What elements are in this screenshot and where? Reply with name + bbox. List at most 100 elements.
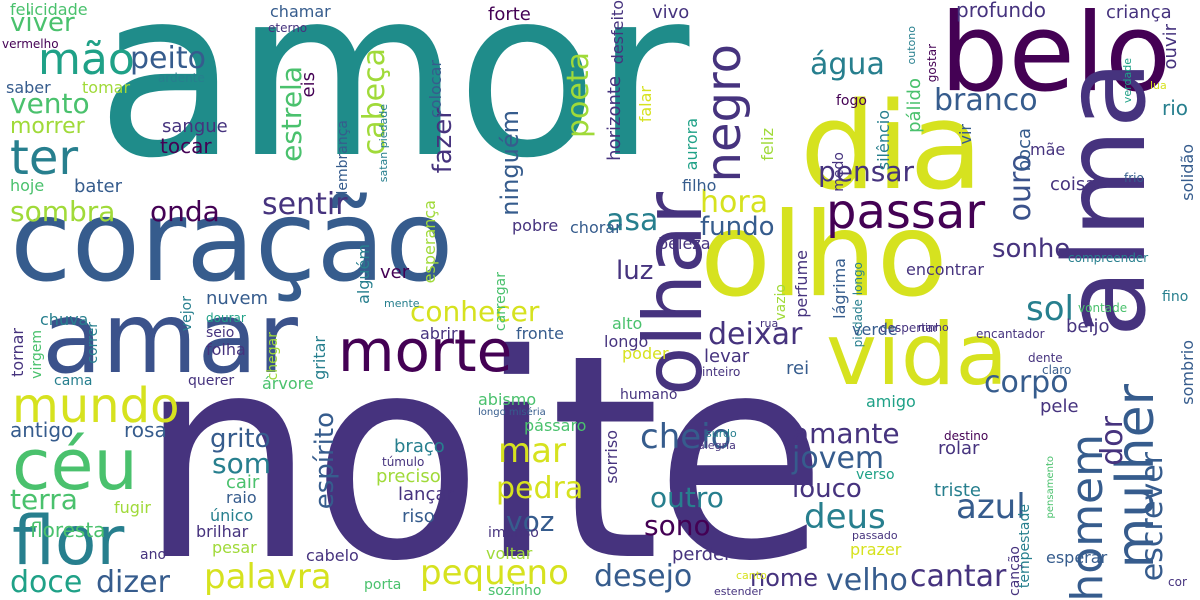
word-carregar: carregar [493, 272, 509, 332]
word-cheio: cheio [640, 417, 732, 457]
word-deixar: deixar [708, 317, 803, 352]
word-mente: mente [384, 297, 420, 310]
word-ter: ter [10, 130, 79, 186]
word-rolar: rolar [938, 438, 980, 459]
word-nome-bottom: nome [750, 564, 819, 592]
word-onda: onda [150, 195, 220, 228]
word-pensamento: pensamento [1045, 456, 1056, 519]
word-ver: ver [380, 262, 410, 283]
word-verdade: verdade [1121, 58, 1134, 104]
word-beleza: beleza [658, 234, 711, 253]
word-esperanca: esperança [420, 200, 439, 284]
word-humano: humano [620, 387, 678, 403]
word-profundo: profundo [956, 0, 1047, 22]
word-vermelho: vermelho [2, 37, 59, 51]
word-desfeito: desfeito [608, 0, 627, 65]
word-chorar: chorar [570, 218, 622, 237]
word-falar: falar [636, 86, 655, 123]
word-chamar: chamar [270, 2, 331, 21]
word-pedra: pedra [496, 471, 584, 506]
word-sentir: sentir [262, 187, 348, 222]
word-chuva: chuva [40, 310, 89, 329]
word-sono: sono [644, 509, 711, 542]
word-asa: asa [606, 203, 659, 238]
word-sonho: sonho [992, 234, 1071, 264]
word-vazio: vazio [773, 284, 789, 321]
word-fronte: fronte [516, 324, 564, 343]
word-hoje: hoje [10, 176, 45, 195]
word-lua: lua [1150, 79, 1167, 92]
word-flor: flor [12, 502, 125, 581]
word-sombrio: sombrio [1178, 340, 1197, 405]
word-palavra: palavra [204, 557, 332, 597]
word-tocar: tocar [160, 134, 212, 158]
word-eis: eis [298, 72, 319, 98]
word-rei: rei [786, 358, 810, 379]
word-escrever: escrever [1135, 452, 1170, 582]
word-abrir: abrir [420, 324, 458, 343]
word-lagrima: lágrima [830, 258, 849, 319]
word-ninho: ninho [918, 321, 949, 334]
word-luz: luz [616, 256, 654, 286]
word-passado: passado [852, 529, 898, 542]
word-sangue: sangue [162, 116, 228, 137]
word-encantador: encantador [976, 327, 1045, 341]
word-imenso: imenso [488, 525, 539, 541]
word-brilhar: brilhar [196, 522, 249, 541]
word-virgem: virgem [29, 330, 45, 379]
word-tumulo: túmulo [382, 455, 425, 469]
word-som: som [212, 447, 271, 480]
word-agua: água [810, 47, 885, 82]
word-poder: poder [622, 344, 669, 363]
word-solidao: solidão [1178, 144, 1197, 201]
word-ceu: céu [12, 424, 138, 506]
word-raio: raio [226, 488, 257, 507]
word-peito: peito [130, 41, 206, 76]
word-noite: noite [138, 294, 828, 600]
word-filho: filho [682, 176, 717, 195]
word-riso: riso [402, 506, 435, 527]
word-mundo: mundo [12, 378, 180, 434]
word-mar: mar [498, 431, 566, 471]
word-nuvem: nuvem [206, 288, 269, 309]
word-claro: claro [1042, 363, 1072, 377]
word-vejor: vejor [179, 296, 195, 332]
word-horizonte: horizonte [604, 76, 625, 161]
word-dia: dia [800, 78, 984, 217]
word-colocar: colocar [426, 60, 445, 118]
word-gritar: gritar [310, 336, 329, 380]
word-azul: azul [956, 487, 1026, 527]
word-pele: pele [1040, 396, 1079, 417]
word-jovem: jovem [792, 441, 885, 476]
word-pobre: pobre [512, 216, 559, 235]
word-mae: mãe [1030, 140, 1066, 159]
word-cancao: canção [1007, 546, 1023, 596]
word-cor: cor [1168, 575, 1187, 589]
word-pequeno: pequeno [420, 553, 569, 593]
word-passaro: pássaro [524, 416, 587, 435]
word-porta: porta [364, 577, 402, 593]
word-despertar: despertar [880, 321, 939, 335]
word-sorriso: sorriso [602, 430, 621, 484]
word-compreender: compreender [1068, 251, 1149, 265]
word-outono: outono [905, 26, 918, 65]
word-outro: outro [650, 481, 724, 514]
word-rio: rio [1162, 96, 1189, 120]
word-esperar: esperar [1046, 548, 1108, 567]
word-desejo: desejo [594, 559, 693, 594]
word-olho: olho [700, 188, 948, 323]
word-hora: hora [700, 185, 769, 220]
word-aurora: aurora [682, 118, 701, 171]
word-negro: negro [696, 44, 752, 183]
word-frio: frio [1124, 171, 1144, 185]
word-verso: verso [856, 467, 895, 483]
word-seio: seio [206, 325, 235, 341]
word-velho: velho [826, 563, 908, 598]
word-eterno: eterno [268, 21, 308, 35]
word-feliz: feliz [758, 128, 777, 161]
word-espirito: espírito [310, 412, 340, 510]
word-fogo: fogo [836, 93, 867, 109]
word-lancar: lançar [398, 484, 454, 505]
word-ouvir: ouvir [1160, 24, 1181, 70]
